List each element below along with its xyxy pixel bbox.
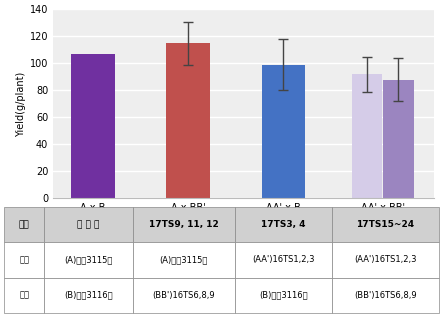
Bar bbox=[383, 80, 413, 198]
Y-axis label: Yield(g/plant): Yield(g/plant) bbox=[16, 71, 26, 137]
Bar bbox=[166, 43, 210, 198]
Bar bbox=[261, 65, 305, 198]
Bar bbox=[71, 54, 115, 198]
Bar bbox=[352, 74, 382, 198]
